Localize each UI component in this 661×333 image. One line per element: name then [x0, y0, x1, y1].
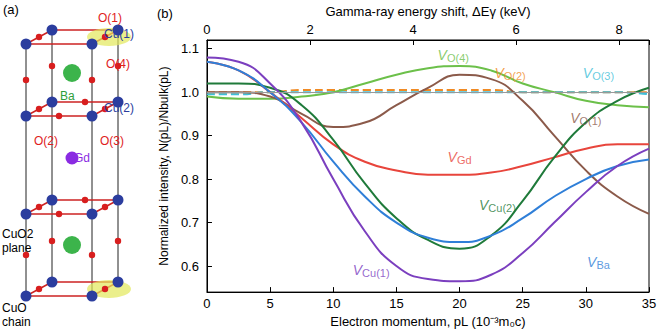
- svg-text:V: V: [570, 110, 580, 127]
- svg-text:0.9: 0.9: [181, 128, 199, 143]
- svg-text:30: 30: [579, 296, 593, 311]
- svg-text:chain: chain: [2, 315, 31, 329]
- svg-text:O(3): O(3): [592, 70, 614, 82]
- svg-text:Ba: Ba: [60, 89, 75, 103]
- svg-text:(b): (b): [157, 6, 173, 21]
- svg-text:Cu(1): Cu(1): [362, 267, 390, 279]
- svg-text:Cu(1): Cu(1): [104, 27, 134, 41]
- svg-text:0: 0: [203, 296, 210, 311]
- svg-text:O(2): O(2): [504, 70, 526, 82]
- svg-text:Ba: Ba: [596, 259, 610, 271]
- svg-text:4: 4: [409, 22, 416, 37]
- svg-text:Normalized intensity, N(pL)/Nb: Normalized intensity, N(pL)/Nbulk(pL): [157, 66, 171, 265]
- svg-text:V: V: [447, 149, 457, 166]
- svg-text:25: 25: [515, 296, 529, 311]
- svg-text:15: 15: [389, 296, 403, 311]
- svg-text:V: V: [587, 253, 597, 270]
- svg-text:5: 5: [267, 296, 274, 311]
- svg-text:Electron momentum, pL (10⁻³m₀c: Electron momentum, pL (10⁻³m₀c): [330, 314, 525, 329]
- svg-text:2: 2: [306, 22, 313, 37]
- svg-text:8: 8: [616, 22, 623, 37]
- svg-text:1.0: 1.0: [181, 85, 199, 100]
- svg-text:V: V: [352, 262, 363, 279]
- svg-text:O(4): O(4): [106, 57, 130, 71]
- svg-text:0.6: 0.6: [181, 259, 199, 274]
- svg-text:6: 6: [512, 22, 519, 37]
- svg-text:Gd: Gd: [457, 154, 472, 166]
- svg-text:CuO: CuO: [2, 301, 27, 315]
- svg-text:CuO2: CuO2: [2, 227, 34, 241]
- svg-text:V: V: [582, 64, 593, 81]
- svg-text:0.7: 0.7: [181, 215, 199, 230]
- svg-text:35: 35: [642, 296, 656, 311]
- svg-text:1.1: 1.1: [181, 41, 199, 56]
- svg-text:Gamma-ray energy shift, ΔEγ (k: Gamma-ray energy shift, ΔEγ (keV): [325, 4, 530, 19]
- svg-text:O(4): O(4): [447, 52, 469, 64]
- svg-text:0: 0: [203, 22, 210, 37]
- svg-text:O(1): O(1): [580, 115, 602, 127]
- svg-text:(a): (a): [3, 2, 19, 17]
- svg-text:20: 20: [452, 296, 466, 311]
- svg-text:V: V: [479, 197, 489, 214]
- svg-text:Cu(2): Cu(2): [104, 101, 134, 115]
- svg-text:Cu(2): Cu(2): [488, 202, 516, 214]
- svg-text:10: 10: [326, 296, 340, 311]
- svg-text:Gd: Gd: [74, 151, 90, 165]
- svg-text:O(1): O(1): [98, 11, 122, 25]
- svg-text:0.8: 0.8: [181, 172, 199, 187]
- svg-text:plane: plane: [2, 241, 32, 255]
- svg-text:V: V: [494, 64, 504, 81]
- svg-text:V: V: [437, 47, 447, 64]
- svg-text:O(3): O(3): [100, 134, 124, 148]
- svg-text:O(2): O(2): [34, 134, 58, 148]
